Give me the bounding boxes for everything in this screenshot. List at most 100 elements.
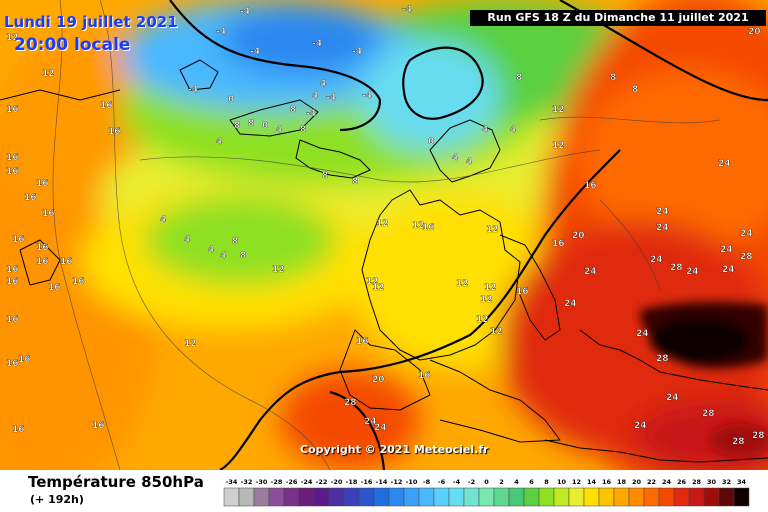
- isotherm-label: 16: [552, 239, 565, 249]
- isotherm-label: -4: [188, 85, 198, 95]
- legend-swatch: [283, 487, 300, 507]
- isotherm-label: 16: [6, 153, 19, 163]
- isotherm-label: 16: [422, 223, 435, 233]
- isotherm-label: 12: [552, 105, 565, 115]
- isotherm-label: 16: [42, 209, 55, 219]
- legend-swatch: [298, 487, 315, 507]
- legend-swatch: [223, 487, 240, 507]
- legend-tick-label: 6: [529, 478, 534, 486]
- isotherm-label: 8: [248, 119, 254, 129]
- isotherm-label: 24: [740, 229, 753, 239]
- isotherm-label: 4: [312, 91, 318, 101]
- isotherm-label: 12: [42, 69, 55, 79]
- legend-swatch: [688, 487, 705, 507]
- isotherm-label: 24: [656, 207, 669, 217]
- isotherm-label: 12: [552, 141, 565, 151]
- isotherm-label: 8: [240, 251, 246, 261]
- legend-swatch: [313, 487, 330, 507]
- forecast-time: 20:00 locale: [14, 35, 131, 55]
- isotherm-label: -4: [326, 93, 336, 103]
- forecast-date: Lundi 19 juillet 2021: [4, 13, 178, 31]
- legend-swatch: [628, 487, 645, 507]
- isotherm-label: 16: [36, 243, 49, 253]
- isotherm-label: 4: [276, 125, 282, 135]
- legend-tick-label: 0: [484, 478, 489, 486]
- legend-tick-label: -22: [316, 478, 328, 486]
- isotherm-label: 24: [364, 417, 377, 427]
- isotherm-label: 16: [60, 257, 73, 267]
- isotherm-label: 12: [376, 219, 389, 229]
- isotherm-label: 16: [418, 371, 431, 381]
- legend-tick-label: 20: [632, 478, 642, 486]
- isotherm-label: 8: [300, 125, 306, 135]
- legend-panel: Température 850hPa (+ 192h) -34 -32 -30 -28…: [0, 470, 768, 512]
- legend-tick-label: 10: [557, 478, 567, 486]
- isotherm-label: 8: [322, 171, 328, 181]
- legend-swatch: [403, 487, 420, 507]
- isotherm-label: 16: [6, 277, 19, 287]
- isotherm-label: 24: [722, 265, 735, 275]
- coastlines: [0, 59, 768, 463]
- isotherm-label: 4: [320, 79, 326, 89]
- isotherm-label: 16: [92, 421, 105, 431]
- legend-swatch: [613, 487, 630, 507]
- isotherm-label: 16: [516, 287, 529, 297]
- isotherm-label: -4: [306, 109, 316, 119]
- isotherm-label: 12: [484, 283, 497, 293]
- isotherm-label: 8: [290, 105, 296, 115]
- legend-swatch: [643, 487, 660, 507]
- legend-swatch: [418, 487, 435, 507]
- legend-tick-label: -28: [271, 478, 283, 486]
- isotherm-label: 28: [702, 409, 715, 419]
- isotherm-label: 16: [18, 355, 31, 365]
- isotherm-label: 12: [476, 315, 489, 325]
- legend-tick-label: -34: [226, 478, 238, 486]
- isotherm-label: 12: [490, 327, 503, 337]
- legend-tick-label: 28: [692, 478, 702, 486]
- legend-subtitle: (+ 192h): [30, 493, 84, 506]
- legend-swatch: [433, 487, 450, 507]
- isotherm-label: 24: [650, 255, 663, 265]
- isotherm-label: 4: [452, 153, 458, 163]
- legend-swatch: [733, 487, 750, 507]
- isotherm-label: 16: [100, 101, 113, 111]
- legend-tick-label: -8: [423, 478, 431, 486]
- legend-tick-label: 34: [737, 478, 747, 486]
- legend-swatch: [568, 487, 585, 507]
- isotherm-label: -4: [362, 91, 372, 101]
- isotherm-label: 24: [718, 159, 731, 169]
- legend-swatch: [253, 487, 270, 507]
- legend-swatch: [268, 487, 285, 507]
- legend-tick-label: 12: [572, 478, 581, 486]
- isotherm-label: -4: [216, 27, 226, 37]
- legend-tick-label: -32: [241, 478, 253, 486]
- legend-tick-label: 8: [544, 478, 549, 486]
- legend-tick-label: -4: [453, 478, 461, 486]
- isotherm-label: -4: [402, 5, 412, 15]
- legend-swatch: [673, 487, 690, 507]
- legend-tick-label: 18: [617, 478, 627, 486]
- legend-tick-label: 32: [722, 478, 731, 486]
- legend-tick-label: -26: [286, 478, 298, 486]
- legend-swatch: [343, 487, 360, 507]
- isotherm-label: 8: [516, 73, 522, 83]
- isotherm-label: 0: [262, 121, 268, 131]
- legend-tick-label: 2: [499, 478, 504, 486]
- isotherm-label: 16: [356, 337, 369, 347]
- isotherm-label: 12: [6, 33, 19, 43]
- isotherm-label: 24: [584, 267, 597, 277]
- isotherm-label: 8: [234, 121, 240, 131]
- legend-swatch: [508, 487, 525, 507]
- isotherm-label: 16: [12, 235, 25, 245]
- legend-tick-label: 26: [677, 478, 687, 486]
- model-run-info: Run GFS 18 Z du Dimanche 11 juillet 2021: [470, 10, 766, 26]
- isotherm-label: 0: [428, 137, 434, 147]
- isotherm-label: 16: [72, 277, 85, 287]
- isotherm-label: 28: [670, 263, 683, 273]
- legend-swatch: [718, 487, 735, 507]
- legend-tick-label: 16: [602, 478, 612, 486]
- legend-swatch: [328, 487, 345, 507]
- legend-swatch: [493, 487, 510, 507]
